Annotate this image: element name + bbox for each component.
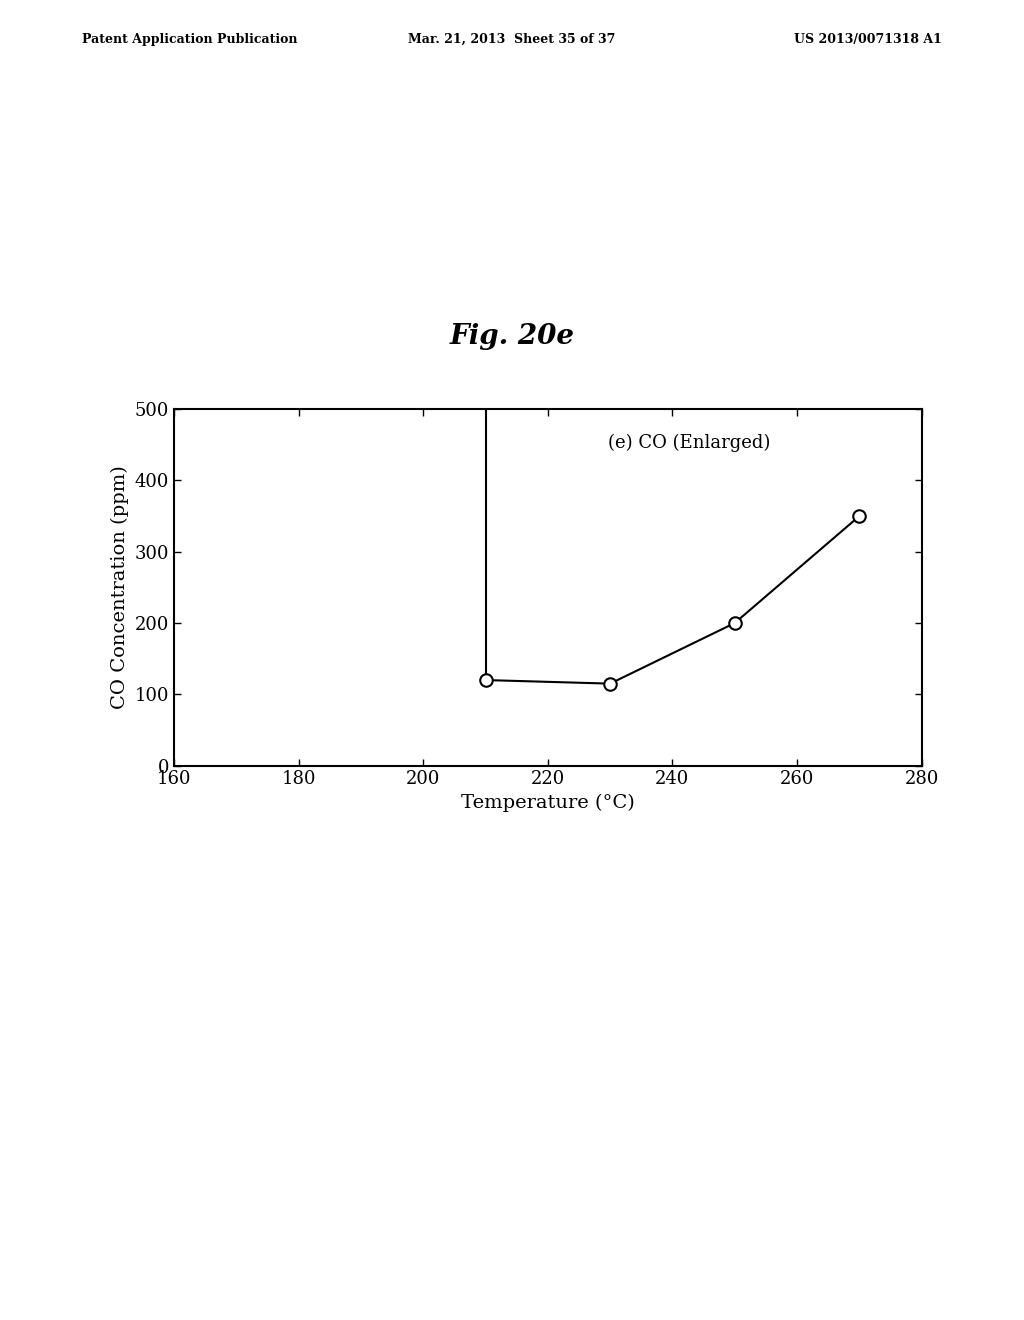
- Text: Patent Application Publication: Patent Application Publication: [82, 33, 297, 46]
- Text: US 2013/0071318 A1: US 2013/0071318 A1: [795, 33, 942, 46]
- Text: (e) CO (Enlarged): (e) CO (Enlarged): [607, 434, 770, 453]
- Text: Fig. 20e: Fig. 20e: [450, 323, 574, 350]
- Y-axis label: CO Concentration (ppm): CO Concentration (ppm): [111, 466, 129, 709]
- Text: Mar. 21, 2013  Sheet 35 of 37: Mar. 21, 2013 Sheet 35 of 37: [409, 33, 615, 46]
- X-axis label: Temperature (°C): Temperature (°C): [461, 795, 635, 812]
